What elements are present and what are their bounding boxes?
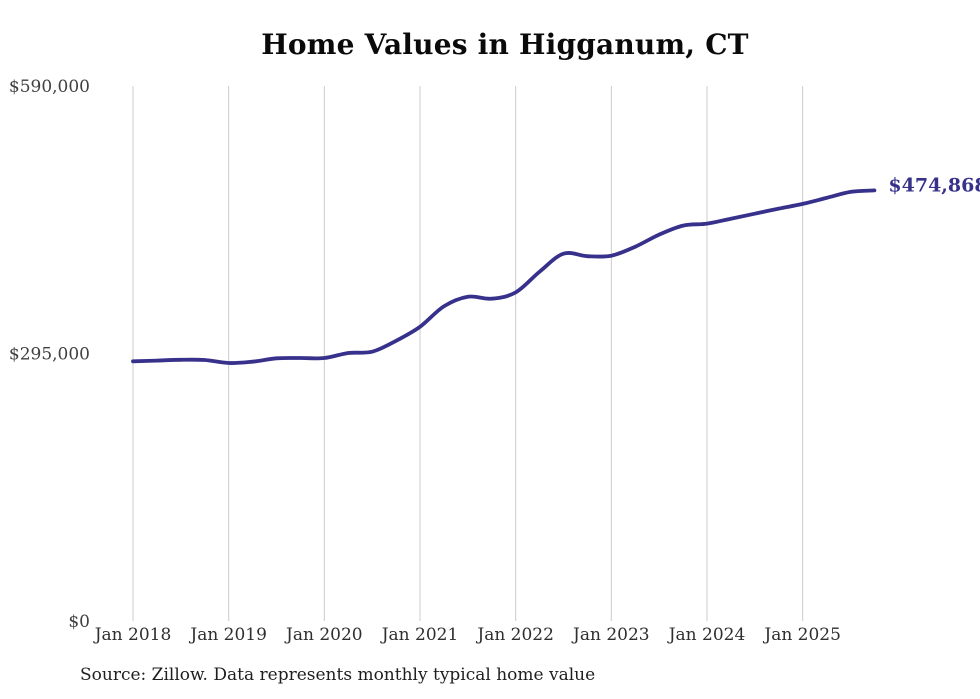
x-tick-label: Jan 2018 (93, 625, 172, 645)
value-line (131, 188, 877, 365)
y-tick-label: $0 (68, 612, 90, 632)
y-tick-label: $590,000 (9, 77, 90, 97)
x-tick-label: Jan 2021 (380, 625, 459, 645)
y-tick-label: $295,000 (9, 345, 90, 365)
x-tick-label: Jan 2022 (475, 625, 554, 645)
x-tick-label: Jan 2025 (762, 625, 841, 645)
chart-title: Home Values in Higganum, CT (261, 28, 749, 61)
x-tick-label: Jan 2023 (571, 625, 650, 645)
x-tick-label: Jan 2020 (284, 625, 363, 645)
end-value-label: $474,868 (888, 174, 980, 196)
source-note: Source: Zillow. Data represents monthly … (80, 665, 596, 685)
x-tick-label: Jan 2019 (188, 625, 267, 645)
x-tick-label: Jan 2024 (667, 625, 746, 645)
